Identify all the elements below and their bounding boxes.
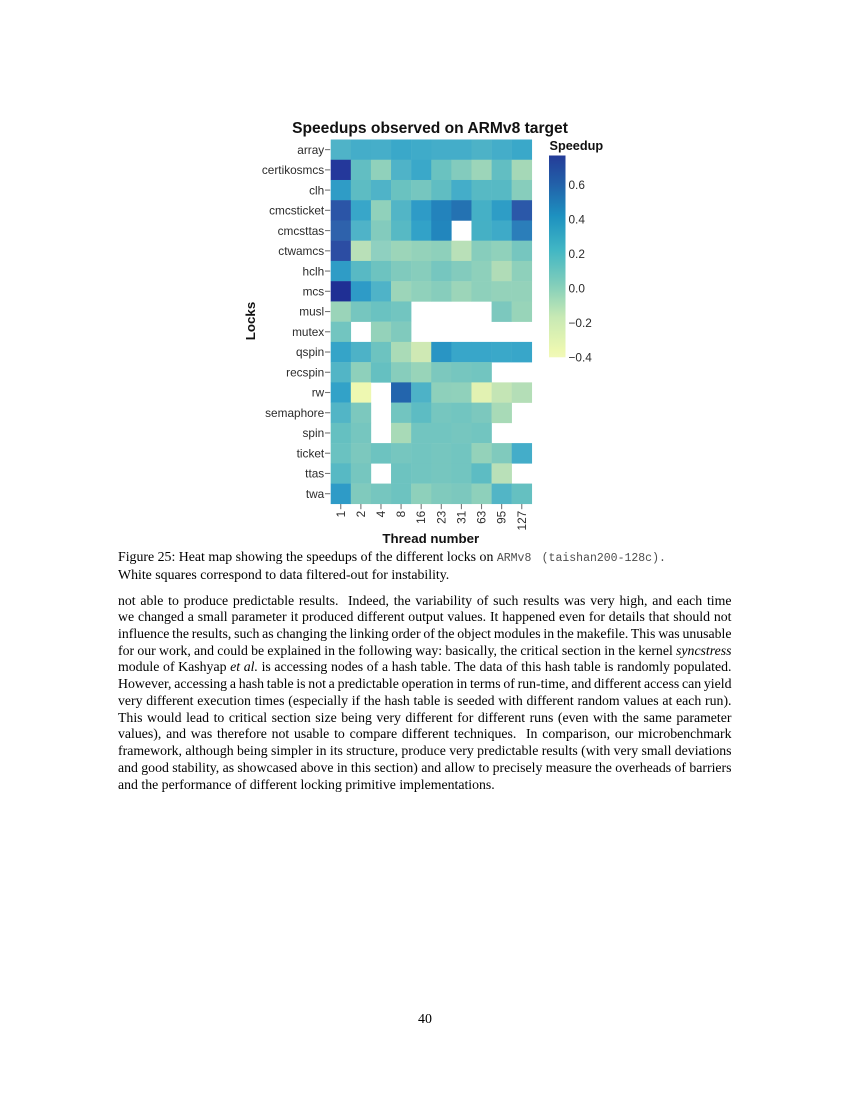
svg-text:16: 16 <box>414 510 428 524</box>
svg-text:musl: musl <box>299 305 324 319</box>
svg-text:4: 4 <box>374 510 388 517</box>
svg-text:Thread number: Thread number <box>382 531 479 546</box>
svg-text:2: 2 <box>354 511 368 518</box>
svg-text:0.2: 0.2 <box>569 247 585 261</box>
svg-text:8: 8 <box>394 510 408 517</box>
svg-text:qspin: qspin <box>296 345 324 359</box>
svg-text:ttas: ttas <box>305 467 324 481</box>
svg-text:Speedup: Speedup <box>550 139 604 153</box>
svg-text:twa: twa <box>306 487 325 501</box>
svg-text:cmcsticket: cmcsticket <box>269 204 325 218</box>
svg-text:rw: rw <box>312 386 325 400</box>
svg-text:semaphore: semaphore <box>265 406 324 420</box>
svg-text:31: 31 <box>454 511 468 524</box>
svg-text:mcs: mcs <box>303 285 325 299</box>
svg-text:−0.2: −0.2 <box>569 316 592 330</box>
svg-text:−0.4: −0.4 <box>569 350 593 364</box>
svg-text:recspin: recspin <box>286 365 324 379</box>
svg-text:array: array <box>297 143 324 157</box>
svg-text:1: 1 <box>334 511 348 518</box>
svg-text:23: 23 <box>434 510 448 524</box>
svg-text:63: 63 <box>475 510 489 524</box>
svg-text:spin: spin <box>303 426 325 440</box>
svg-text:Speedups observed on ARMv8 tar: Speedups observed on ARMv8 target <box>292 120 568 137</box>
svg-text:0.4: 0.4 <box>569 213 586 227</box>
svg-text:0.6: 0.6 <box>569 178 586 192</box>
svg-text:95: 95 <box>495 510 509 524</box>
svg-text:hclh: hclh <box>303 264 325 278</box>
svg-text:ticket: ticket <box>297 446 325 460</box>
svg-text:clh: clh <box>309 183 324 197</box>
svg-text:mutex: mutex <box>292 325 324 339</box>
svg-text:ctwamcs: ctwamcs <box>278 244 324 258</box>
svg-text:certikosmcs: certikosmcs <box>262 163 324 177</box>
svg-text:127: 127 <box>515 511 529 531</box>
svg-text:0.0: 0.0 <box>569 281 586 295</box>
svg-text:cmcsttas: cmcsttas <box>278 224 325 238</box>
svg-text:Locks: Locks <box>243 302 258 340</box>
